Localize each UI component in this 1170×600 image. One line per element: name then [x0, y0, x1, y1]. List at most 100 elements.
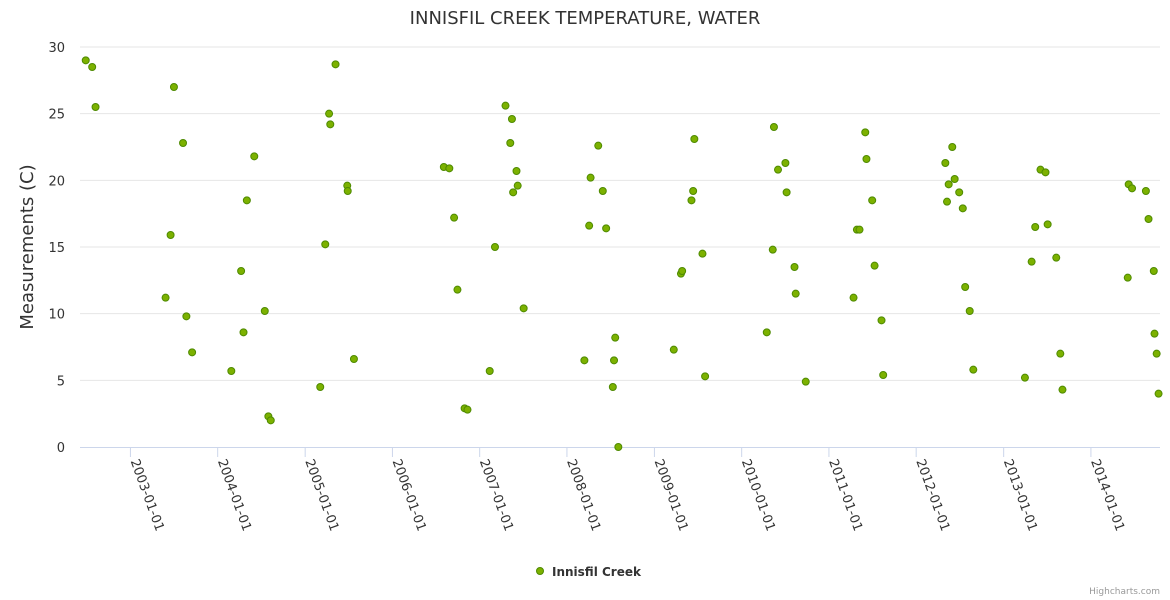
data-point[interactable] [586, 173, 595, 182]
data-point[interactable] [774, 165, 783, 174]
data-point[interactable] [585, 221, 594, 230]
data-point[interactable] [1144, 215, 1153, 223]
data-point[interactable] [690, 135, 699, 143]
data-point[interactable] [1056, 349, 1065, 358]
data-point[interactable] [331, 60, 340, 69]
data-point[interactable] [611, 333, 620, 342]
data-point[interactable] [762, 328, 771, 337]
data-point[interactable] [958, 204, 967, 213]
data-point[interactable] [768, 245, 777, 254]
data-point[interactable] [450, 213, 459, 222]
data-point[interactable] [91, 103, 100, 111]
data-point[interactable] [877, 316, 886, 325]
data-point[interactable] [179, 139, 188, 147]
data-point[interactable] [250, 152, 259, 161]
data-point[interactable] [506, 139, 515, 147]
data-point[interactable] [1150, 329, 1159, 338]
data-point[interactable] [1041, 168, 1050, 177]
data-point[interactable] [188, 348, 197, 357]
data-point[interactable] [955, 188, 964, 197]
data-point[interactable] [227, 367, 236, 375]
data-point[interactable] [445, 164, 454, 173]
data-point[interactable] [316, 383, 325, 391]
data-point[interactable] [669, 345, 678, 354]
data-point[interactable] [1052, 253, 1061, 262]
data-point[interactable] [513, 181, 522, 190]
credits-link[interactable]: Highcharts.com [1089, 587, 1160, 597]
data-point[interactable] [608, 383, 617, 391]
data-point[interactable] [88, 63, 97, 71]
data-point[interactable] [1027, 257, 1036, 266]
data-point[interactable] [463, 405, 472, 414]
data-point[interactable] [580, 356, 589, 365]
data-point[interactable] [961, 283, 970, 291]
data-point[interactable] [943, 197, 952, 206]
data-point[interactable] [1154, 389, 1163, 398]
data-point[interactable] [509, 188, 518, 197]
data-point[interactable] [781, 159, 790, 167]
data-point[interactable] [453, 285, 462, 294]
data-point[interactable] [782, 188, 791, 197]
data-point[interactable] [343, 187, 352, 195]
data-point[interactable] [791, 289, 800, 298]
y-axis-tick-labels: 0 5 10 15 20 25 30 [48, 41, 65, 456]
data-point[interactable] [862, 155, 871, 163]
data-point[interactable] [1149, 267, 1158, 275]
data-point[interactable] [698, 249, 707, 258]
data-point[interactable] [689, 187, 698, 195]
data-point[interactable] [237, 267, 246, 275]
data-point[interactable] [182, 312, 191, 321]
data-point[interactable] [879, 371, 888, 379]
data-point[interactable] [325, 109, 334, 118]
data-point[interactable] [239, 328, 248, 337]
data-point[interactable] [594, 141, 603, 150]
data-point[interactable] [501, 101, 510, 110]
data-point[interactable] [861, 128, 870, 137]
data-point[interactable] [519, 304, 528, 313]
data-point[interactable] [614, 443, 623, 451]
data-point[interactable] [1152, 349, 1161, 358]
data-point[interactable] [678, 267, 687, 275]
data-point[interactable] [166, 231, 175, 239]
data-point[interactable] [965, 307, 974, 315]
y-axis-title: Measurements (C) [17, 164, 38, 329]
data-point[interactable] [868, 196, 877, 205]
data-point[interactable] [598, 187, 607, 195]
data-point[interactable] [81, 56, 90, 65]
data-point[interactable] [349, 355, 358, 363]
data-point[interactable] [169, 83, 178, 91]
data-point[interactable] [266, 416, 275, 425]
data-point[interactable] [950, 175, 959, 183]
data-point[interactable] [769, 123, 778, 131]
data-point[interactable] [801, 377, 810, 386]
data-point[interactable] [242, 196, 251, 205]
data-point[interactable] [1058, 385, 1067, 394]
data-point[interactable] [326, 120, 335, 129]
data-point[interactable] [1128, 184, 1137, 193]
data-point[interactable] [969, 365, 978, 374]
data-point[interactable] [790, 263, 799, 271]
data-point[interactable] [944, 180, 953, 189]
data-point[interactable] [602, 224, 611, 233]
data-point[interactable] [687, 196, 696, 205]
data-point[interactable] [941, 159, 950, 167]
data-point[interactable] [1020, 373, 1029, 382]
data-point[interactable] [870, 261, 879, 270]
data-point[interactable] [512, 167, 521, 175]
data-point[interactable] [260, 307, 269, 315]
data-point[interactable] [507, 115, 516, 123]
data-point[interactable] [1043, 220, 1052, 229]
data-point[interactable] [1031, 223, 1040, 231]
data-point[interactable] [610, 356, 619, 365]
data-point[interactable] [855, 225, 864, 234]
data-point[interactable] [849, 293, 858, 302]
data-point[interactable] [321, 240, 330, 249]
legend[interactable]: Innisfil Creek [536, 565, 642, 579]
data-point[interactable] [485, 367, 494, 375]
data-point[interactable] [701, 372, 710, 381]
data-point[interactable] [161, 293, 170, 302]
data-point[interactable] [1141, 187, 1150, 195]
data-point[interactable] [1123, 273, 1132, 282]
data-point[interactable] [490, 243, 499, 251]
data-point[interactable] [948, 143, 957, 151]
